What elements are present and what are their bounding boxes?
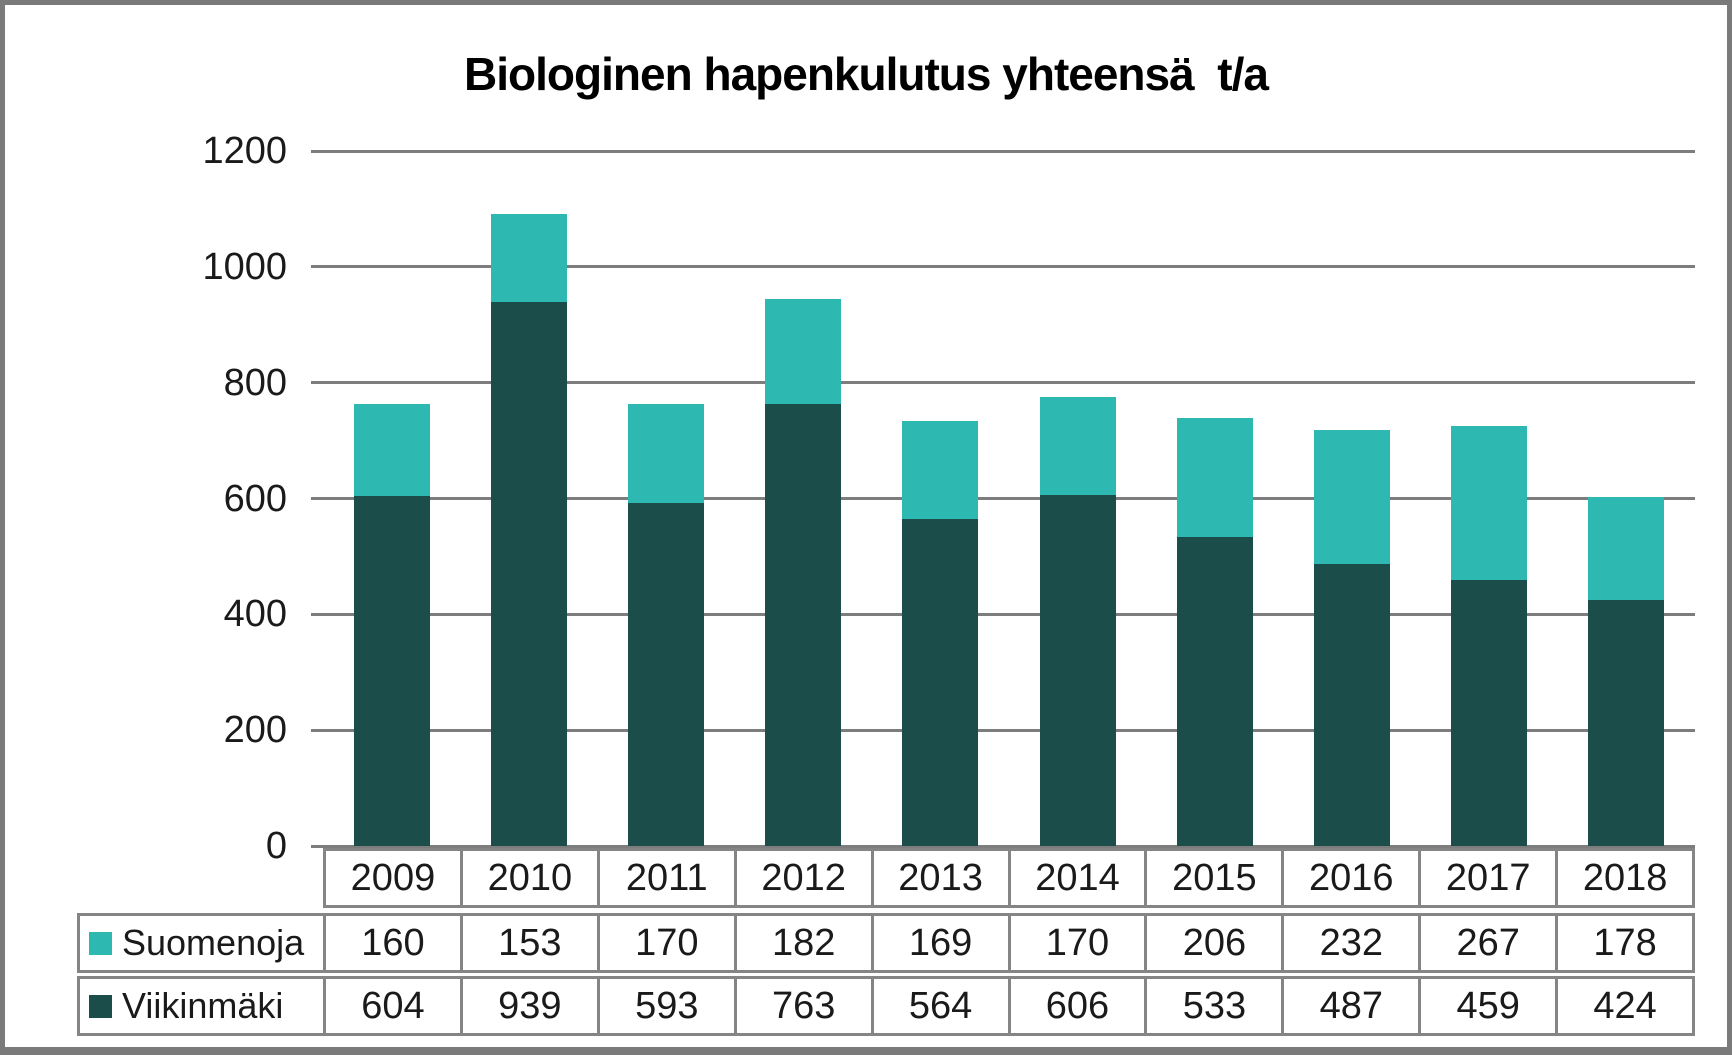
year-header-cell-2012: 2012 [733, 851, 871, 905]
year-header-cell-2009: 2009 [350, 856, 436, 899]
legend-swatch-icon [89, 931, 112, 955]
table-value-viikinmäki-2014: 606 [1007, 979, 1145, 1033]
x-axis-year-header-row: 2009 2010 2011 2012 2013 2014 2015 2016 2017 2018 [323, 848, 1695, 908]
table-value-suomenoja-2015: 206 [1144, 916, 1281, 970]
bar-segment-suomenoja-2018 [1588, 497, 1665, 601]
chart-title: Biologinen hapenkulutus yhteensä t/a [464, 48, 1269, 100]
year-header-cell-2015: 2015 [1144, 851, 1281, 905]
year-header-cell-2018: 2018 [1555, 851, 1692, 905]
table-value-viikinmäki-2017: 459 [1418, 979, 1555, 1033]
bar-segment-suomenoja-2012 [765, 298, 842, 405]
bar-segment-suomenoja-2010 [490, 213, 567, 303]
y-axis-tick-label-200: 200 [223, 709, 287, 752]
bar-segment-viikinmäki-2011 [628, 502, 704, 846]
year-header-cell-2010: 2010 [459, 851, 597, 905]
bar-segment-suomenoja-2013 [902, 421, 979, 520]
table-value-viikinmäki-2012: 763 [733, 979, 871, 1033]
gridline-y-200 [311, 728, 1695, 732]
table-value-suomenoja-2018: 178 [1555, 916, 1692, 970]
table-value-viikinmäki-2016: 487 [1281, 979, 1418, 1033]
bar-segment-suomenoja-2016 [1314, 429, 1390, 564]
table-value-suomenoja-2013: 169 [870, 916, 1008, 970]
bar-segment-suomenoja-2014 [1039, 396, 1116, 496]
gridline-y-0 [311, 844, 1695, 848]
legend-key-viikinmäki: Viikinmäki [80, 979, 323, 1033]
y-axis-tick-label-0: 0 [265, 825, 287, 867]
year-header-cell-2014: 2014 [1007, 851, 1145, 905]
table-value-viikinmäki-2013: 564 [870, 979, 1008, 1033]
bar-segment-viikinmäki-2015 [1176, 537, 1253, 846]
year-header-cell-2013: 2013 [870, 851, 1008, 905]
legend-swatch-icon [89, 994, 112, 1018]
bar-segment-viikinmäki-2014 [1039, 495, 1116, 846]
gridline-y-1200 [311, 149, 1695, 153]
table-value-suomenoja-2011: 170 [596, 916, 734, 970]
legend-key-suomenoja: Suomenoja [80, 916, 323, 970]
bar-segment-suomenoja-2009 [353, 403, 430, 497]
table-value-suomenoja-2017: 267 [1418, 916, 1555, 970]
bar-segment-viikinmäki-2017 [1451, 580, 1528, 846]
legend-label: Viikinmäki [122, 985, 284, 1026]
bar-segment-suomenoja-2017 [1451, 425, 1528, 581]
table-value-viikinmäki-2015: 533 [1144, 979, 1281, 1033]
table-value-suomenoja-2009: 160 [323, 916, 460, 970]
year-header-cell-2017: 2017 [1418, 851, 1555, 905]
bar-segment-viikinmäki-2009 [353, 496, 430, 846]
legend-label: Suomenoja [122, 922, 305, 963]
bar-segment-suomenoja-2011 [628, 404, 704, 503]
gridline-y-400 [311, 612, 1695, 616]
bar-segment-suomenoja-2015 [1176, 417, 1253, 538]
bar-segment-viikinmäki-2013 [902, 519, 979, 846]
table-value-suomenoja-2012: 182 [733, 916, 871, 970]
year-header-cell-2016: 2016 [1281, 851, 1418, 905]
table-value-viikinmäki-2018: 424 [1555, 979, 1692, 1033]
gridline-y-800 [311, 381, 1695, 385]
bar-segment-viikinmäki-2012 [765, 404, 842, 846]
bar-segment-viikinmäki-2016 [1314, 563, 1390, 846]
table-row-suomenoja: Suomenoja 160 153 170 182 169 170 206 232 267 178 [77, 913, 1695, 973]
table-value-viikinmäki-2009: 604 [323, 979, 460, 1033]
year-header-cell-2011: 2011 [596, 851, 734, 905]
gridline-y-1000 [311, 265, 1695, 269]
y-axis-tick-label-1200: 1200 [202, 130, 287, 172]
bar-segment-viikinmäki-2018 [1588, 600, 1665, 846]
table-value-suomenoja-2010: 153 [459, 916, 597, 970]
table-value-viikinmäki-2010: 939 [459, 979, 597, 1033]
y-axis-tick-label-1000: 1000 [202, 245, 287, 288]
bar-segment-viikinmäki-2010 [490, 302, 567, 846]
y-axis-tick-label-600: 600 [223, 477, 287, 520]
table-value-viikinmäki-2011: 593 [596, 979, 734, 1033]
y-axis-tick-label-400: 400 [223, 593, 287, 636]
table-value-suomenoja-2014: 170 [1007, 916, 1145, 970]
table-row-viikinmäki: Viikinmäki 604 939 593 763 564 606 533 487 459 424 [77, 976, 1695, 1036]
gridline-y-600 [311, 497, 1695, 500]
table-value-suomenoja-2016: 232 [1281, 916, 1418, 970]
y-axis-tick-label-800: 800 [223, 361, 287, 404]
